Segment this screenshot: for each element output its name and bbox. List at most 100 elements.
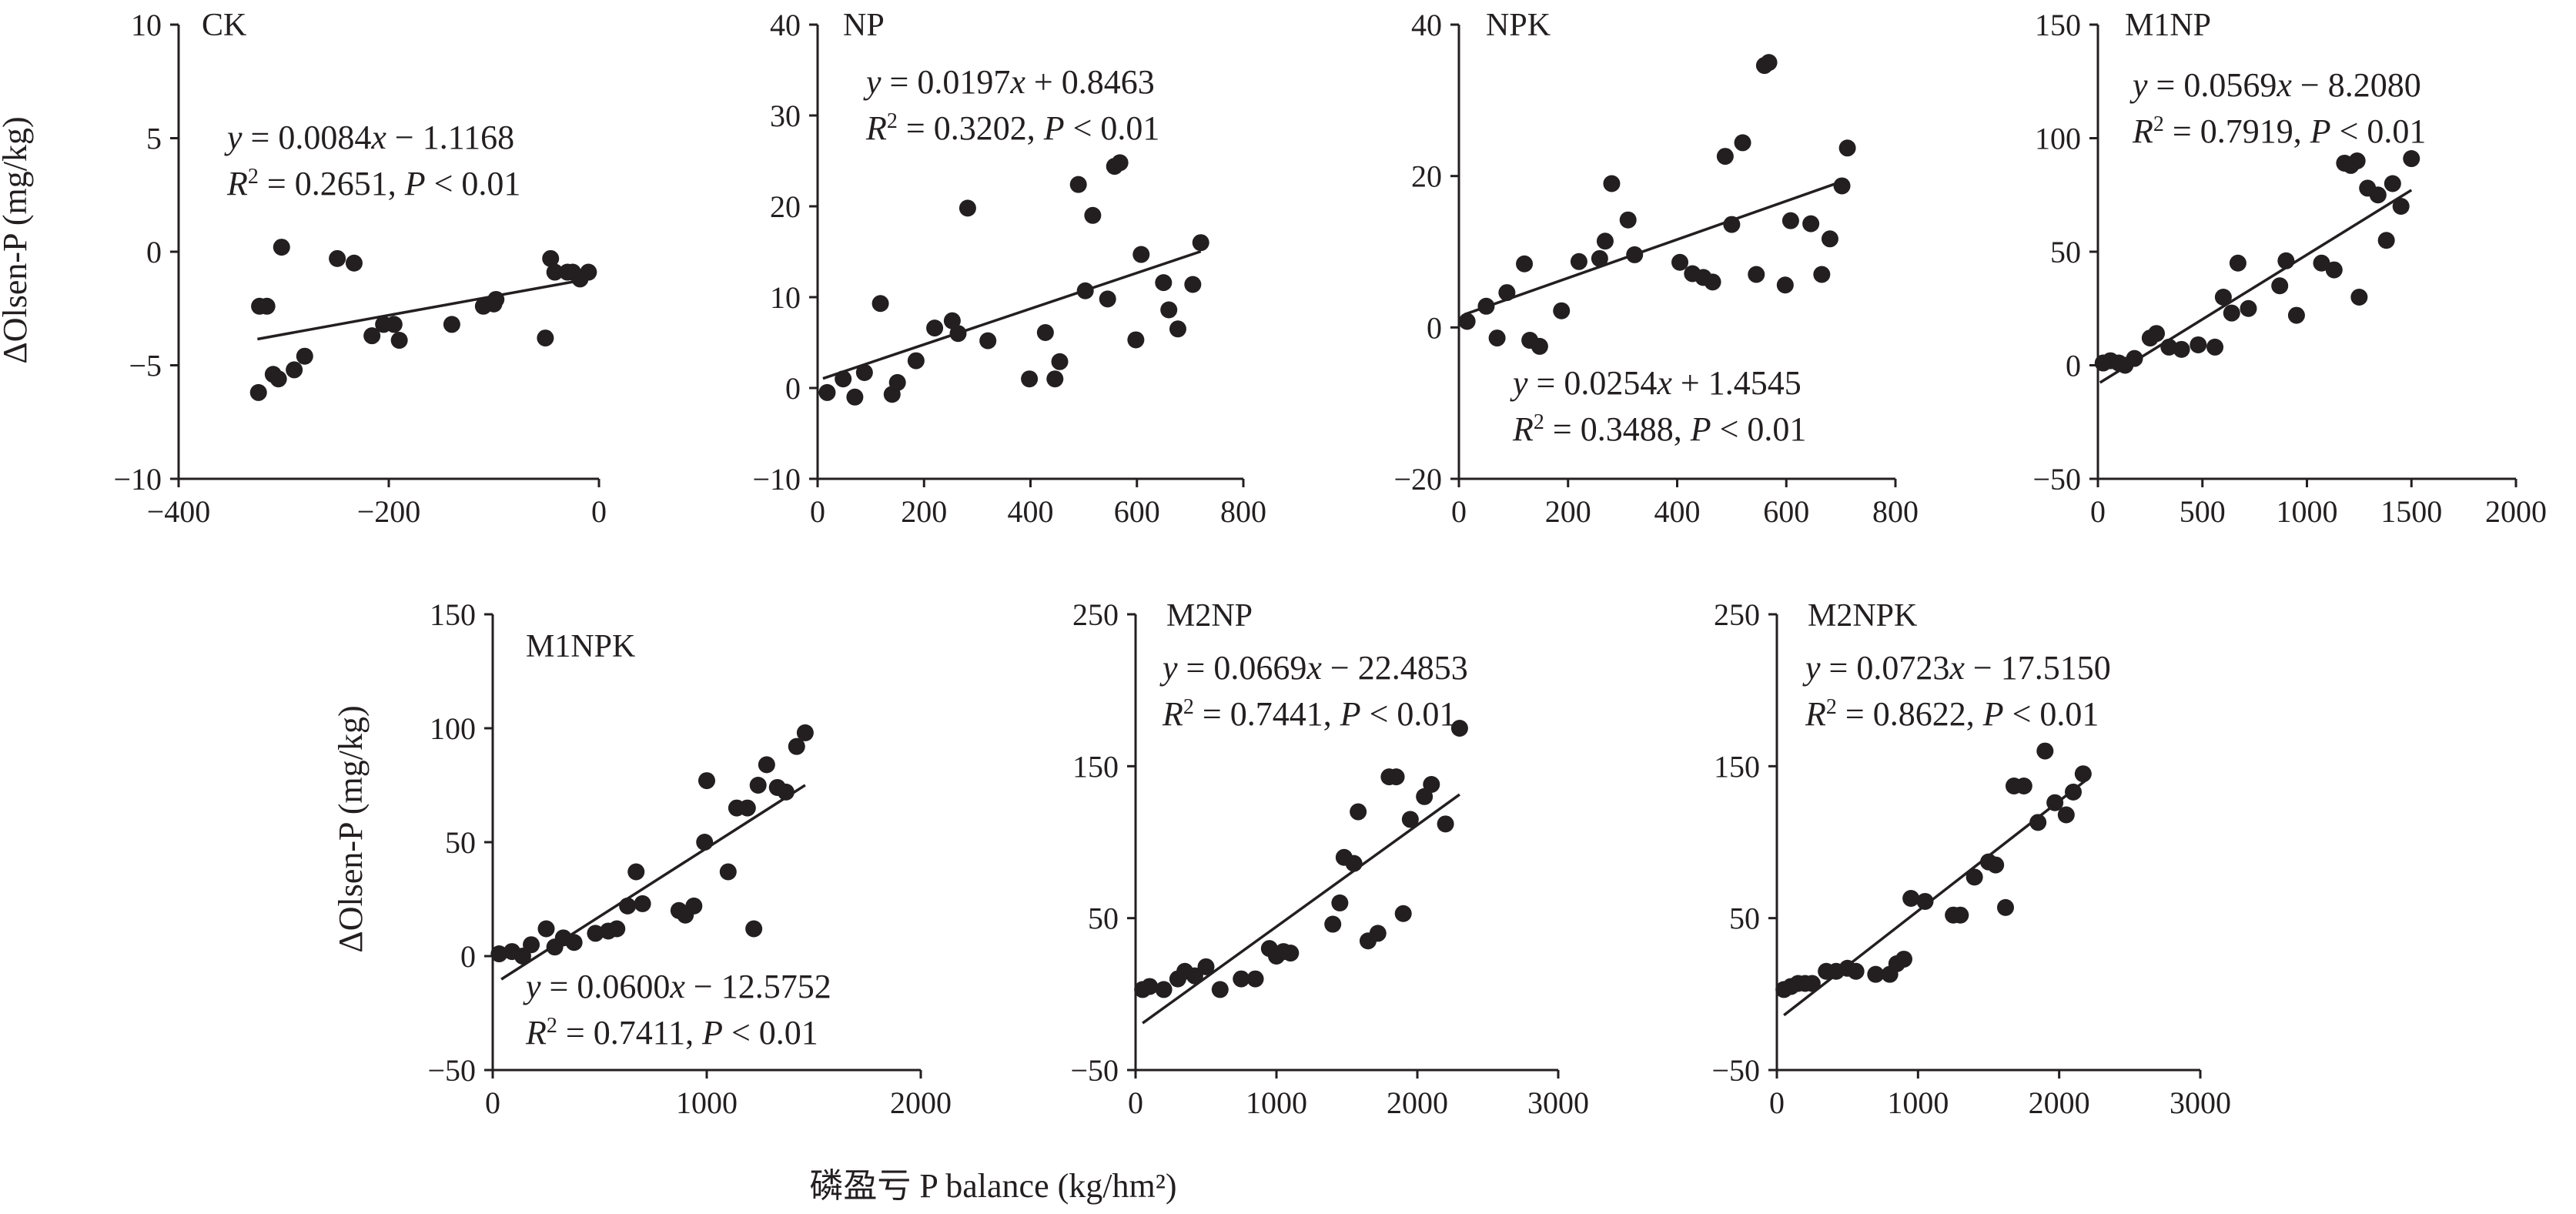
- y-tick-label: 20: [770, 189, 801, 224]
- data-point: [685, 897, 703, 915]
- y-tick-label: −50: [1070, 1053, 1119, 1088]
- panel-title: M1NPK: [526, 629, 635, 664]
- data-point: [2277, 252, 2295, 269]
- y-tick-label: 100: [2035, 122, 2081, 156]
- y-tick-label: −10: [752, 462, 801, 497]
- data-point: [1596, 232, 1614, 250]
- x-tick-label: 0: [1128, 1085, 1143, 1120]
- x-tick-label: 1000: [676, 1085, 738, 1120]
- data-point: [2214, 289, 2232, 306]
- data-point: [1952, 906, 1969, 924]
- data-point: [855, 363, 873, 381]
- y-tick-label: 250: [1072, 597, 1119, 632]
- data-point: [2029, 814, 2047, 831]
- data-point: [634, 895, 651, 912]
- data-point: [2287, 306, 2305, 324]
- y-tick-label: 0: [146, 235, 162, 269]
- data-point: [749, 777, 767, 794]
- data-point: [1477, 297, 1495, 315]
- x-tick-label: 2000: [1387, 1085, 1448, 1120]
- panel-title: NPK: [1486, 8, 1551, 43]
- data-point: [1437, 815, 1454, 833]
- data-point: [537, 329, 554, 347]
- data-point: [1531, 337, 1548, 355]
- data-point: [273, 239, 290, 256]
- data-point: [1821, 230, 1838, 248]
- panel-title: M2NP: [1166, 598, 1253, 634]
- data-point: [1155, 274, 1173, 292]
- data-point: [979, 332, 997, 349]
- data-point: [1450, 720, 1468, 737]
- data-point: [1803, 975, 1821, 992]
- data-point: [587, 925, 604, 942]
- data-point: [1211, 981, 1229, 998]
- regression-equation: y = 0.0600x − 12.5752: [523, 968, 831, 1005]
- data-point: [2325, 261, 2343, 279]
- y-tick-label: 5: [146, 122, 162, 156]
- regression-line: [822, 249, 1202, 380]
- x-tick-label: 2000: [890, 1085, 952, 1120]
- data-point: [1776, 276, 1794, 294]
- data-point: [958, 199, 976, 217]
- y-tick-label: 100: [430, 711, 476, 746]
- data-point: [1997, 898, 2014, 916]
- data-point: [1345, 854, 1363, 872]
- data-point: [2148, 325, 2166, 343]
- data-point: [1099, 290, 1116, 308]
- data-point: [777, 783, 795, 801]
- data-point: [2377, 232, 2395, 249]
- x-tick-label: 800: [1872, 494, 1919, 529]
- data-point: [788, 737, 805, 755]
- y-tick-label: 0: [2066, 349, 2081, 383]
- data-point: [1802, 215, 1820, 232]
- data-point: [1813, 266, 1831, 283]
- data-point: [1734, 134, 1751, 152]
- data-point: [1127, 331, 1145, 349]
- data-point: [249, 383, 267, 401]
- data-point: [1350, 803, 1367, 821]
- data-point: [487, 290, 505, 308]
- data-point: [2403, 150, 2420, 168]
- data-point: [1046, 370, 1064, 388]
- data-point: [1184, 276, 1202, 293]
- data-point: [2348, 152, 2366, 169]
- data-point: [1458, 313, 1476, 330]
- r-squared-label: R2 = 0.3202, P < 0.01: [865, 109, 1159, 148]
- data-point: [2223, 304, 2240, 322]
- data-point: [443, 316, 460, 333]
- y-tick-label: 20: [1411, 159, 1442, 194]
- y-tick-label: −5: [129, 349, 162, 383]
- data-point: [1867, 965, 1885, 983]
- data-point: [1902, 890, 1920, 908]
- data-point: [363, 327, 381, 345]
- regression-equation: y = 0.0254x + 1.4545: [1510, 364, 1802, 402]
- data-point: [1169, 320, 1186, 338]
- x-tick-label: 500: [2180, 494, 2226, 529]
- r-squared-label: R2 = 0.3488, P < 0.01: [1512, 410, 1806, 449]
- x-tick-label: 0: [810, 494, 825, 529]
- data-point: [329, 249, 346, 267]
- data-point: [1723, 216, 1741, 233]
- data-point: [619, 897, 637, 915]
- data-point: [796, 724, 814, 741]
- panel-m2npk: −50 50 150 250 0 1000 2000 3000 M2NPK y = 0.0723x…: [1711, 597, 2231, 1120]
- data-point: [608, 920, 626, 938]
- x-tick-label: 0: [1769, 1085, 1785, 1120]
- data-point: [258, 297, 276, 315]
- y-tick-label: −50: [1711, 1053, 1760, 1088]
- data-point: [546, 263, 564, 281]
- data-point: [269, 370, 287, 388]
- data-point: [1488, 329, 1506, 347]
- y-tick-label: 250: [1714, 597, 1760, 632]
- y-axis-label-bottom: ΔOlsen-P (mg/kg): [332, 705, 370, 952]
- panel-m2np: −50 50 150 250 0 1000 2000 3000 M2NP y = 0.0669x …: [1070, 597, 1589, 1120]
- data-point: [1197, 958, 1215, 975]
- data-point: [523, 936, 540, 954]
- r-squared-label: R2 = 0.7919, P < 0.01: [2132, 112, 2426, 151]
- regression-equation: y = 0.0084x − 1.1168: [224, 119, 514, 156]
- panel-title: CK: [202, 8, 246, 43]
- data-point: [2271, 277, 2289, 295]
- data-point: [345, 254, 363, 272]
- x-tick-label: 200: [901, 494, 947, 529]
